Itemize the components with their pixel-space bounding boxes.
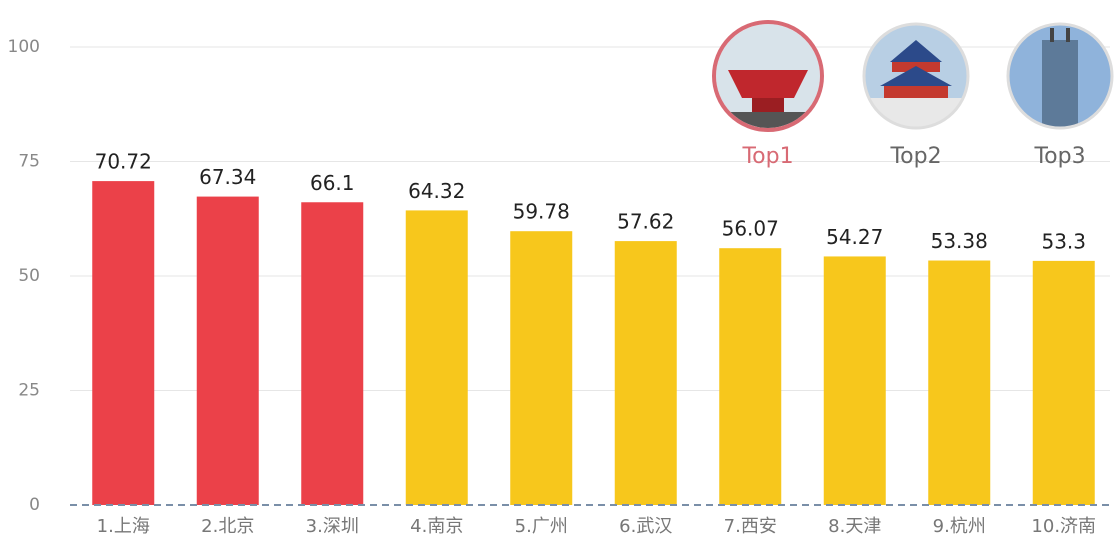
y-tick-label: 50 [18,266,40,286]
top-label: Top1 [741,144,793,169]
x-tick-label: 9.杭州 [933,516,986,537]
x-tick-label: 8.天津 [828,516,881,537]
x-tick-label: 6.武汉 [619,516,672,537]
top3-image [1006,22,1114,130]
value-label: 66.1 [310,171,355,195]
value-label: 54.27 [826,225,883,249]
y-tick-label: 0 [29,495,40,515]
bar [301,202,364,505]
value-label: 67.34 [199,165,256,189]
bar [92,181,155,505]
value-label: 53.3 [1041,229,1086,253]
bar [928,260,991,505]
bar [510,231,573,506]
y-tick-label: 100 [8,37,40,57]
top1-image [712,20,824,132]
value-label: 53.38 [931,229,988,253]
value-label: 56.07 [722,217,779,241]
bar [1032,260,1095,505]
x-tick-label: 10.济南 [1031,516,1096,537]
bar [719,248,782,505]
top-label: Top2 [889,144,941,169]
x-tick-label: 2.北京 [201,516,254,537]
top-label: Top3 [1033,144,1085,169]
y-tick-label: 25 [18,381,40,401]
x-tick-label: 1.上海 [97,516,150,537]
bar [614,241,677,505]
bar [405,210,468,505]
bar [196,196,259,505]
value-label: 70.72 [95,150,152,174]
bar [823,256,886,505]
x-tick-label: 5.广州 [515,516,568,537]
value-label: 57.62 [617,210,674,234]
x-tick-label: 7.西安 [724,516,777,537]
x-tick-label: 4.南京 [410,516,463,537]
x-tick-label: 3.深圳 [306,516,359,537]
value-label: 59.78 [513,200,570,224]
y-tick-label: 75 [18,152,40,172]
top2-image [862,22,970,130]
value-label: 64.32 [408,179,465,203]
